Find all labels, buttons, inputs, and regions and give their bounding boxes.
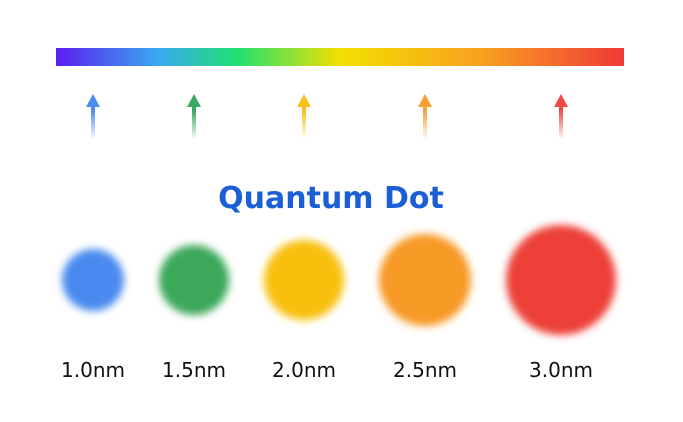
- dot: [62, 249, 124, 311]
- title: Quantum Dot: [218, 181, 444, 216]
- dots: [62, 225, 616, 335]
- arrows: [80, 94, 580, 140]
- dot: [159, 245, 229, 315]
- dot-label: 1.0nm: [61, 358, 125, 382]
- dot-label: 2.0nm: [272, 358, 336, 382]
- dot-label: 2.5nm: [393, 358, 457, 382]
- dot: [379, 234, 471, 326]
- spectrum-bar: [56, 48, 624, 66]
- dot: [264, 240, 344, 320]
- dot-label: 1.5nm: [162, 358, 226, 382]
- dot: [506, 225, 616, 335]
- dot-label: 3.0nm: [529, 358, 593, 382]
